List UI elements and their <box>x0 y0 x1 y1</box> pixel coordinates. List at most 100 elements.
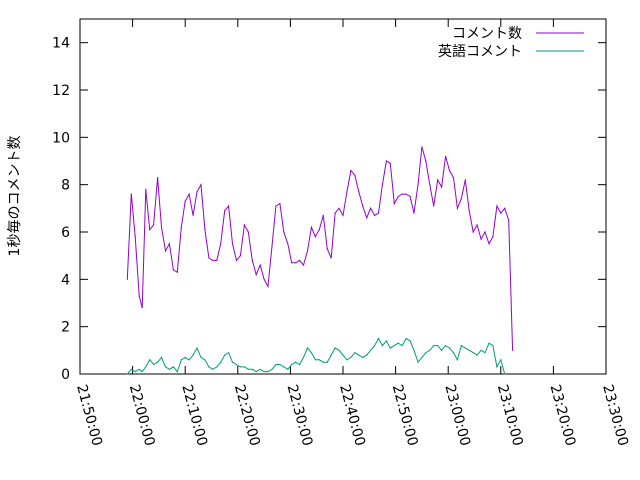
data-point <box>184 356 186 358</box>
data-point <box>429 349 431 351</box>
data-point <box>409 195 411 198</box>
x-tick-label: 23:10:00 <box>494 383 526 448</box>
data-point <box>377 337 380 340</box>
data-point <box>508 219 510 221</box>
data-point <box>138 368 140 370</box>
data-point <box>401 345 403 347</box>
data-point <box>149 229 151 231</box>
data-point <box>145 366 147 368</box>
data-point <box>468 210 470 212</box>
data-point <box>291 262 293 264</box>
data-point <box>397 342 399 344</box>
y-tick-label: 8 <box>61 178 70 194</box>
data-point <box>310 352 312 354</box>
data-point <box>267 285 269 287</box>
data-point <box>172 366 174 368</box>
y-axis-label: 1秒毎のコメント数 <box>7 136 23 257</box>
data-point <box>441 349 443 351</box>
y-tick-label: 4 <box>61 272 70 288</box>
data-point <box>429 184 431 186</box>
data-point <box>130 368 132 370</box>
data-point <box>425 352 427 354</box>
data-point <box>259 264 261 266</box>
data-point <box>484 231 486 233</box>
y-axis-ticks: 0 2 4 6 8 10 12 14 <box>52 36 606 383</box>
legend-label: コメント数 <box>452 26 522 42</box>
data-point <box>492 236 494 238</box>
data-point <box>196 347 198 349</box>
data-point <box>350 169 352 172</box>
data-point <box>437 345 439 347</box>
data-point <box>228 352 230 354</box>
data-point <box>488 342 490 344</box>
data-point <box>153 224 155 226</box>
data-point <box>448 169 451 172</box>
data-point <box>354 352 356 354</box>
data-point <box>318 359 320 361</box>
x-tick-label: 23:20:00 <box>547 383 579 448</box>
data-point <box>405 337 407 340</box>
data-point <box>275 205 277 207</box>
data-point <box>126 278 128 280</box>
data-point <box>145 188 147 190</box>
data-point <box>377 212 380 214</box>
data-point <box>421 146 423 148</box>
data-point <box>216 366 218 368</box>
data-point <box>299 363 301 366</box>
series-2 <box>126 337 506 375</box>
data-point <box>200 356 202 358</box>
data-point <box>472 352 474 354</box>
data-point <box>172 269 174 271</box>
data-point <box>141 371 143 373</box>
data-point <box>263 371 265 373</box>
data-point <box>452 177 455 179</box>
data-point <box>417 361 419 363</box>
data-point <box>224 354 226 356</box>
data-point <box>216 259 218 261</box>
data-point <box>334 347 336 349</box>
data-point <box>255 371 257 373</box>
data-point <box>318 229 320 231</box>
data-point <box>350 356 352 358</box>
data-point <box>295 262 297 264</box>
data-point <box>456 359 458 361</box>
data-point <box>492 345 494 347</box>
y-tick-label: 0 <box>61 367 70 383</box>
data-point <box>243 366 245 368</box>
data-point <box>326 248 328 250</box>
data-point <box>480 349 482 351</box>
data-point <box>437 179 439 181</box>
data-point <box>385 160 387 162</box>
data-point <box>235 363 238 366</box>
data-point <box>263 278 265 280</box>
data-point <box>433 345 435 347</box>
x-tick-label: 23:00:00 <box>441 383 473 448</box>
data-point <box>480 238 482 240</box>
data-point <box>468 349 470 351</box>
data-point <box>358 191 360 193</box>
data-point <box>370 207 372 209</box>
data-point <box>220 243 222 245</box>
data-point <box>484 352 486 354</box>
data-point <box>188 193 190 195</box>
data-point <box>302 356 305 358</box>
data-point <box>208 366 210 368</box>
data-point <box>401 193 403 195</box>
legend-label: 英語コメント <box>438 43 522 60</box>
data-point <box>180 359 182 361</box>
data-point <box>141 307 143 309</box>
x-tick-label: 22:20:00 <box>231 383 263 448</box>
data-point <box>338 349 340 351</box>
data-point <box>204 359 206 361</box>
data-point <box>271 245 273 247</box>
y-tick-label: 6 <box>61 225 70 241</box>
data-point <box>157 177 159 179</box>
data-point <box>326 361 328 363</box>
series-layer <box>126 146 514 375</box>
data-point <box>405 193 407 195</box>
x-tick-label: 22:40:00 <box>336 383 368 448</box>
data-point <box>381 345 383 347</box>
data-point <box>460 198 462 200</box>
data-point <box>243 224 245 226</box>
data-point <box>500 359 502 361</box>
